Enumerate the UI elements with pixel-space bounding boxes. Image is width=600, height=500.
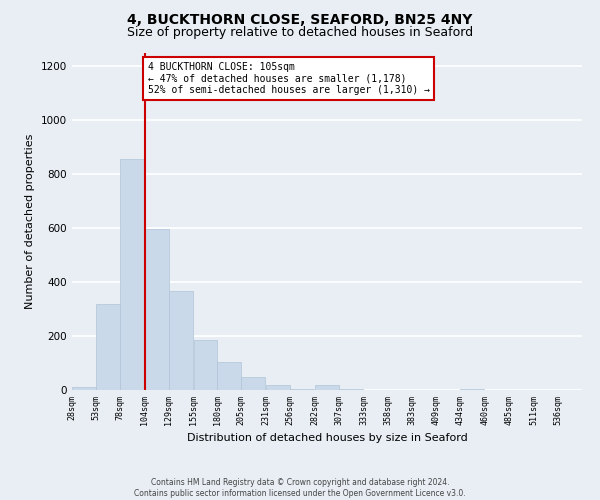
- Bar: [339, 388, 363, 390]
- Bar: [241, 378, 265, 390]
- Bar: [72, 388, 96, 390]
- Bar: [194, 340, 217, 390]
- Bar: [96, 304, 120, 390]
- Bar: [315, 384, 339, 390]
- Text: Size of property relative to detached houses in Seaford: Size of property relative to detached ho…: [127, 26, 473, 39]
- Y-axis label: Number of detached properties: Number of detached properties: [25, 134, 35, 309]
- Text: 4, BUCKTHORN CLOSE, SEAFORD, BN25 4NY: 4, BUCKTHORN CLOSE, SEAFORD, BN25 4NY: [127, 12, 473, 26]
- X-axis label: Distribution of detached houses by size in Seaford: Distribution of detached houses by size …: [187, 433, 467, 443]
- Bar: [290, 388, 314, 390]
- Bar: [169, 292, 193, 390]
- Bar: [266, 384, 290, 390]
- Bar: [217, 362, 241, 390]
- Text: Contains HM Land Registry data © Crown copyright and database right 2024.
Contai: Contains HM Land Registry data © Crown c…: [134, 478, 466, 498]
- Text: 4 BUCKTHORN CLOSE: 105sqm
← 47% of detached houses are smaller (1,178)
52% of se: 4 BUCKTHORN CLOSE: 105sqm ← 47% of detac…: [148, 62, 430, 95]
- Bar: [460, 388, 484, 390]
- Bar: [145, 230, 169, 390]
- Bar: [120, 159, 144, 390]
